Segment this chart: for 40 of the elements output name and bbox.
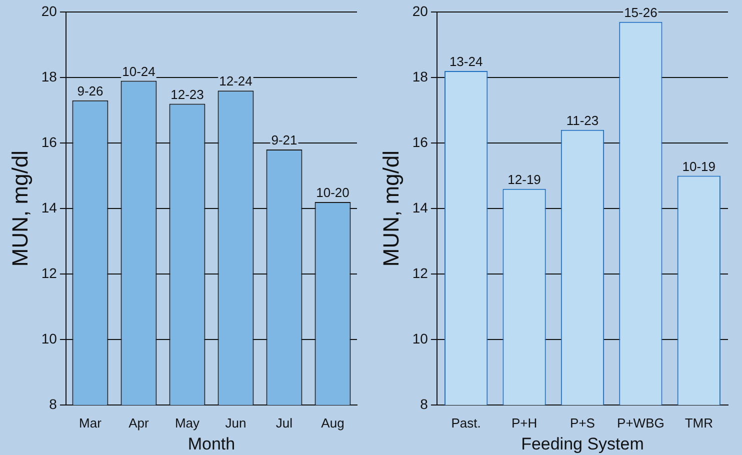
- y-tick-label: 8: [49, 396, 58, 412]
- data-label: 15-26: [624, 4, 658, 20]
- data-label: 9-26: [77, 84, 104, 99]
- y-tick-label: 10: [41, 330, 58, 346]
- y-tick-label: 8: [420, 396, 428, 412]
- y-tick-label: 18: [41, 68, 58, 84]
- y-axis-title: MUN, mg/dl: [378, 150, 404, 267]
- y-axis-title: MUN, mg/dl: [7, 150, 32, 267]
- data-label: 12-19: [508, 172, 541, 187]
- x-tick-label: Jul: [276, 415, 293, 430]
- y-tick-label: 12: [412, 264, 428, 281]
- x-tick-label: TMR: [684, 415, 713, 430]
- x-axis-title: Feeding System: [521, 434, 644, 454]
- x-tick-label: Jun: [225, 415, 246, 430]
- y-tick-label: 10: [412, 330, 428, 346]
- x-tick-label: Apr: [128, 415, 150, 430]
- y-tick-label: 14: [412, 199, 428, 216]
- y-tick-label: 18: [412, 68, 428, 84]
- x-axis-title: Month: [188, 434, 236, 454]
- data-label: 12-23: [170, 86, 204, 102]
- x-tick-label: P+S: [570, 415, 596, 430]
- x-tick-label: Aug: [321, 415, 344, 430]
- y-tick-label: 20: [41, 2, 58, 19]
- y-tick-label: 14: [41, 199, 58, 216]
- x-tick-label: P+WBG: [617, 415, 664, 430]
- x-tick-label: Mar: [79, 415, 102, 430]
- y-tick-label: 16: [412, 134, 428, 150]
- y-tick-label: 20: [412, 2, 428, 19]
- data-label: 11-23: [566, 112, 599, 128]
- data-label: 10-20: [316, 185, 350, 200]
- data-label: 12-24: [219, 74, 252, 89]
- data-label: 13-24: [449, 54, 483, 70]
- x-tick-label: Past.: [451, 415, 481, 430]
- data-label: 10-24: [122, 64, 156, 79]
- data-label: 10-19: [682, 158, 716, 174]
- x-tick-label: P+H: [511, 415, 538, 430]
- x-tick-label: May: [174, 415, 200, 430]
- data-label: 9-21: [271, 132, 298, 148]
- y-tick-label: 16: [41, 134, 58, 150]
- y-tick-label: 12: [41, 264, 58, 281]
